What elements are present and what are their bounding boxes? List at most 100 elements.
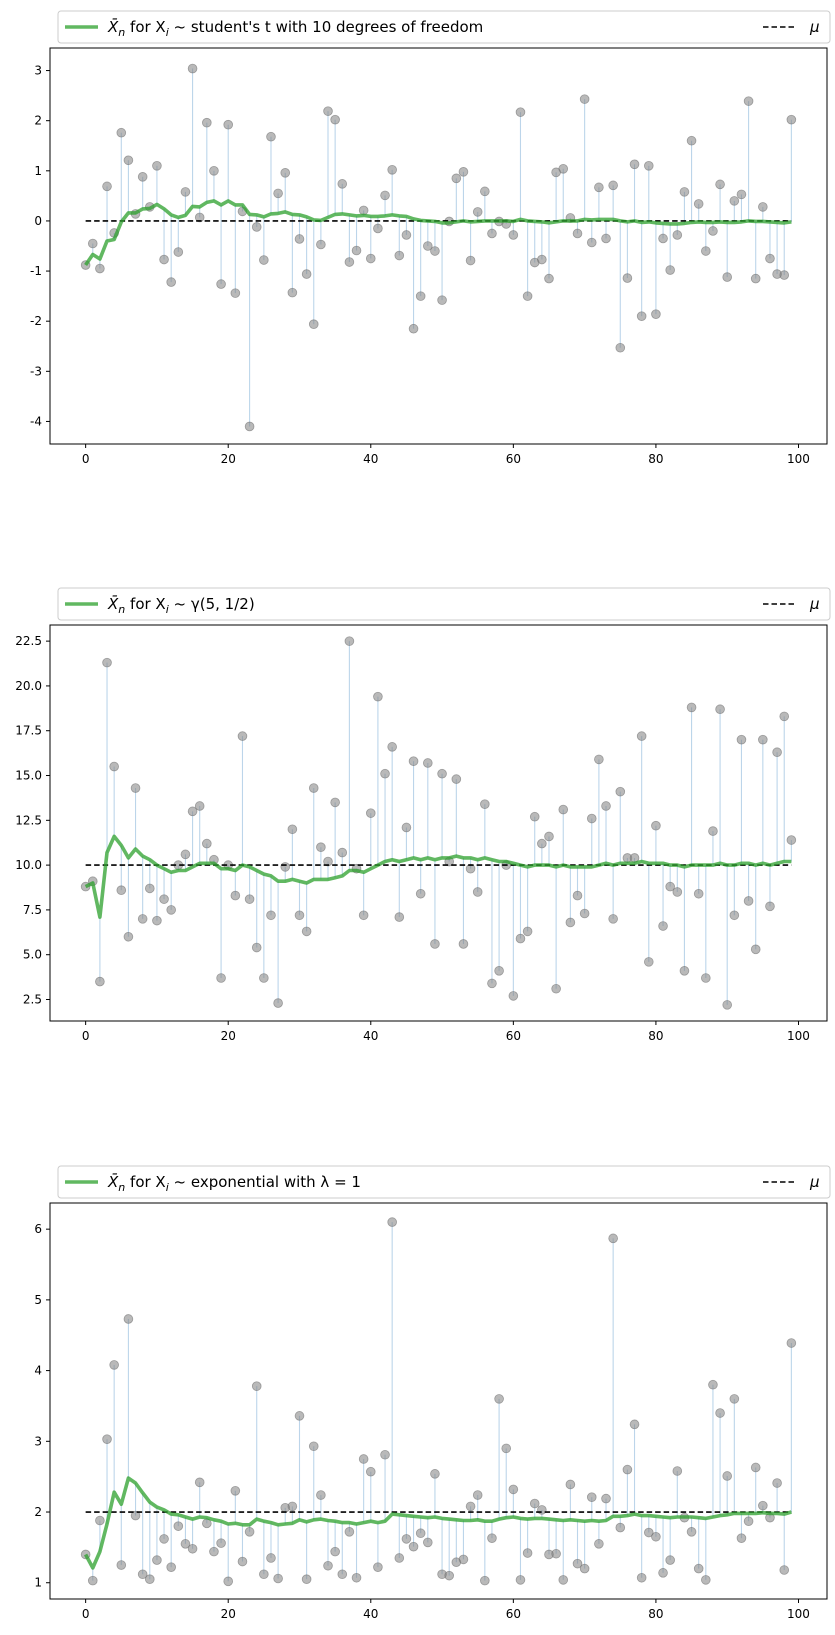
sample-point xyxy=(251,1381,262,1391)
sample-point xyxy=(166,1562,176,1572)
sample-point xyxy=(123,155,134,166)
legend: X̄n for Xi ~ student's t with 10 degrees… xyxy=(57,10,831,44)
sample-point xyxy=(693,199,704,209)
sample-point xyxy=(472,207,483,217)
sample-point xyxy=(586,237,597,248)
sample-point xyxy=(522,1548,533,1558)
x-tick-label: 40 xyxy=(363,452,378,466)
legend-mu-label: μ xyxy=(809,18,820,36)
sample-point xyxy=(415,291,426,301)
sample-point xyxy=(344,636,355,646)
sample-point xyxy=(537,838,547,849)
y-tick-label: 17.5 xyxy=(15,724,42,738)
sample-point xyxy=(558,804,569,815)
legend-box xyxy=(57,1165,831,1199)
sample-points xyxy=(80,63,797,432)
sample-point xyxy=(701,1575,711,1585)
sample-point xyxy=(715,179,725,190)
sample-point xyxy=(743,896,754,906)
sample-point xyxy=(223,119,234,130)
sample-point xyxy=(273,1573,283,1584)
sample-point xyxy=(408,1541,419,1552)
sample-point xyxy=(159,894,169,904)
y-tick-label: 6 xyxy=(34,1222,42,1236)
sample-point xyxy=(123,931,134,942)
sample-point xyxy=(251,942,262,953)
sample-point xyxy=(658,233,668,244)
y-tick-label: 2.5 xyxy=(23,992,42,1006)
sample-point xyxy=(351,1572,362,1583)
x-tick-label: 20 xyxy=(221,1029,236,1043)
sample-point xyxy=(622,273,633,283)
legend-label-part: i xyxy=(166,1181,169,1194)
sample-point xyxy=(736,1533,747,1543)
sample-point xyxy=(95,263,105,274)
sample-point xyxy=(430,939,440,949)
y-tick-label: 10.0 xyxy=(15,858,42,872)
sample-point xyxy=(565,1479,576,1490)
sample-point xyxy=(736,189,747,200)
sample-point xyxy=(244,1527,255,1537)
sample-point xyxy=(701,973,711,983)
sample-point xyxy=(715,704,725,715)
sample-point xyxy=(266,910,276,921)
legend-box xyxy=(57,10,831,44)
sample-point xyxy=(586,1492,597,1502)
x-axis: 0 20 40 60 80 100 xyxy=(82,1599,810,1621)
sample-point xyxy=(415,888,426,899)
sample-point xyxy=(729,910,740,921)
y-tick-label: 1 xyxy=(34,1576,42,1590)
sample-point xyxy=(458,939,469,949)
sample-point xyxy=(579,908,590,919)
sample-point xyxy=(301,1574,312,1584)
sample-point xyxy=(323,1560,333,1571)
sample-point xyxy=(423,241,433,251)
sample-point xyxy=(330,1546,340,1557)
sample-point xyxy=(722,1000,733,1010)
y-tick-label: 12.5 xyxy=(15,813,42,827)
sample-point xyxy=(622,1464,633,1475)
sample-point xyxy=(594,182,604,193)
sample-point xyxy=(779,711,790,722)
legend-label-part: n xyxy=(118,603,125,616)
sample-point xyxy=(408,323,419,334)
legend-box xyxy=(57,587,831,621)
sample-point xyxy=(594,754,604,765)
sample-point xyxy=(194,212,205,223)
sample-point xyxy=(636,311,647,321)
sample-point xyxy=(458,167,469,177)
sample-point xyxy=(537,254,547,265)
sample-point xyxy=(401,822,412,833)
sample-point xyxy=(180,187,191,197)
sample-point xyxy=(465,863,476,874)
sample-point xyxy=(465,255,476,266)
sample-point xyxy=(515,933,526,944)
sample-point xyxy=(401,230,412,240)
sample-point xyxy=(280,168,291,178)
sample-point xyxy=(743,96,754,106)
sample-point xyxy=(472,887,483,897)
sample-point xyxy=(572,1558,583,1569)
y-tick-label: 5 xyxy=(34,1293,42,1307)
sample-point xyxy=(765,253,775,264)
y-tick-label: -4 xyxy=(30,414,42,428)
sample-point xyxy=(437,768,447,779)
sample-point xyxy=(651,820,661,831)
sample-point xyxy=(494,966,504,976)
sample-point xyxy=(515,107,526,117)
sample-point xyxy=(323,106,333,116)
sample-point xyxy=(636,731,647,741)
sample-point xyxy=(529,811,540,822)
sample-point xyxy=(586,813,597,824)
sample-point xyxy=(173,1521,184,1531)
sample-point xyxy=(216,1538,226,1548)
sample-point xyxy=(209,166,219,176)
sample-point xyxy=(102,181,112,192)
axes-frame xyxy=(49,1202,828,1600)
sample-point xyxy=(551,1548,561,1559)
sample-point xyxy=(194,801,205,811)
y-tick-label: 3 xyxy=(34,1434,42,1448)
sample-point xyxy=(130,1510,141,1521)
sample-point xyxy=(259,255,269,265)
sample-point xyxy=(508,1484,519,1495)
